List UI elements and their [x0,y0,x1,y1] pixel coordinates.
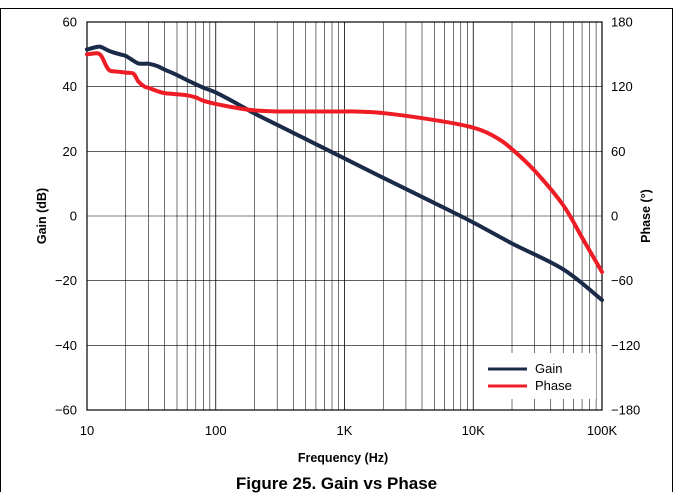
y2-axis-label: Phase (°) [639,189,653,243]
y2-tick-label: 60 [611,144,625,159]
x-axis-ticks: 10 100 1K 10K 100K [80,423,618,438]
x-tick-label: 10 [80,423,94,438]
y-tick-label: −60 [55,403,77,418]
y-tick-label: 0 [70,209,77,224]
x-tick-label: 100K [587,423,618,438]
x-tick-label: 10K [462,423,485,438]
phase-series-line [85,51,604,275]
y2-tick-label: −60 [611,273,633,288]
frame-top-border [0,8,673,9]
right-axis-ticks: −180 −120 −60 0 60 120 180 [611,15,640,418]
gain-phase-chart: −60 −40 −20 0 20 40 60 −180 −120 −60 0 60 120 180 10… [35,15,653,466]
y2-tick-label: −180 [611,403,640,418]
series-layer [85,44,604,303]
gain-series-line [85,44,604,303]
grid [86,21,602,411]
left-axis-ticks: −60 −40 −20 0 20 40 60 [55,15,77,418]
y2-tick-label: 0 [611,209,618,224]
y-tick-label: 40 [63,79,77,94]
y2-tick-label: 180 [611,15,633,30]
y-tick-label: 20 [63,144,77,159]
legend: Gain Phase [478,353,596,399]
y-tick-label: −40 [55,338,77,353]
y2-tick-label: 120 [611,79,633,94]
y2-tick-label: −120 [611,338,640,353]
legend-phase-label: Phase [535,378,572,393]
y-tick-label: 60 [63,15,77,30]
legend-box [478,353,596,399]
figure-caption: Figure 25. Gain vs Phase [235,474,438,493]
frame-left-border [0,8,1,492]
plot-area-border [86,21,603,411]
legend-gain-label: Gain [535,361,562,376]
x-tick-label: 100 [205,423,227,438]
x-tick-label: 1K [337,423,353,438]
x-axis-label: Frequency (Hz) [298,451,388,465]
y-tick-label: −20 [55,273,77,288]
y-axis-label: Gain (dB) [35,188,49,244]
